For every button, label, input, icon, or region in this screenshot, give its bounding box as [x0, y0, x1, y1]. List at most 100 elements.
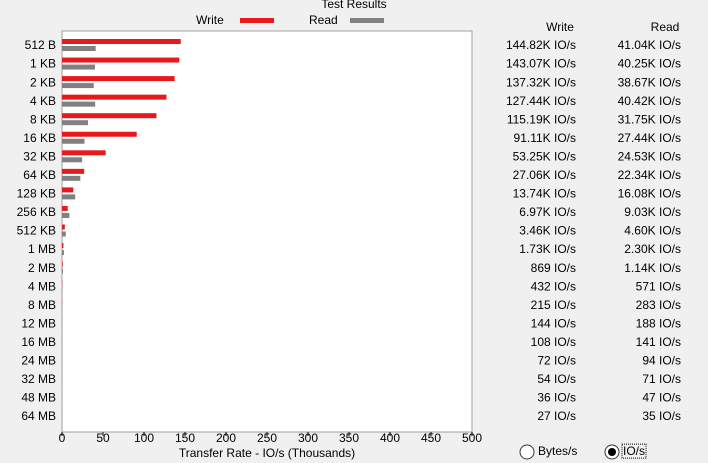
- value-label: 2.30K IO/s: [624, 242, 681, 256]
- legend-swatch: [350, 18, 384, 23]
- x-tick-label: 450: [421, 431, 441, 445]
- chart-title: Test Results: [321, 0, 386, 11]
- bar: [62, 168, 85, 174]
- value-label: 72 IO/s: [537, 354, 576, 368]
- bar: [62, 113, 157, 119]
- value-label: 27.06K IO/s: [513, 168, 576, 182]
- value-label: 27 IO/s: [537, 409, 576, 423]
- value-label: 1.73K IO/s: [519, 242, 576, 256]
- bar: [62, 175, 81, 181]
- value-label: 571 IO/s: [636, 279, 681, 293]
- value-label: 215 IO/s: [531, 298, 576, 312]
- value-label: 36 IO/s: [537, 391, 576, 405]
- y-tick-label: 4 KB: [30, 94, 56, 108]
- y-tick-label: 512 B: [25, 38, 56, 52]
- y-tick-label: 256 KB: [17, 205, 56, 219]
- bar: [62, 261, 63, 267]
- value-label: 188 IO/s: [636, 316, 681, 330]
- bar: [62, 205, 68, 211]
- y-tick-label: 64 KB: [23, 168, 56, 182]
- value-label: 22.34K IO/s: [618, 168, 681, 182]
- value-label: 143.07K IO/s: [506, 57, 576, 71]
- y-tick-label: 1 KB: [30, 57, 56, 71]
- bar: [62, 101, 96, 107]
- y-tick-label: 8 MB: [28, 298, 56, 312]
- y-tick-label: 2 KB: [30, 75, 56, 89]
- bar: [62, 243, 64, 249]
- bar: [62, 94, 167, 100]
- x-tick-label: 350: [339, 431, 359, 445]
- value-label: 53.25K IO/s: [513, 149, 576, 163]
- legend-swatch: [240, 18, 274, 23]
- y-tick-label: 12 MB: [21, 316, 56, 330]
- x-axis-label: Transfer Rate - IO/s (Thousands): [179, 446, 355, 460]
- y-tick-label: 128 KB: [17, 187, 56, 201]
- bar: [62, 131, 137, 137]
- value-label: 115.19K IO/s: [507, 112, 576, 126]
- bar: [62, 76, 175, 82]
- x-tick-label: 0: [59, 431, 66, 445]
- bar: [62, 57, 180, 63]
- legend-label: Write: [196, 13, 224, 27]
- bar: [62, 83, 94, 89]
- y-tick-label: 1 MB: [28, 242, 56, 256]
- value-label: 31.75K IO/s: [618, 112, 681, 126]
- value-label: 71 IO/s: [642, 372, 681, 386]
- value-label: 432 IO/s: [531, 279, 576, 293]
- value-label: 137.32K IO/s: [506, 75, 576, 89]
- x-tick-label: 300: [298, 431, 318, 445]
- value-label: 40.25K IO/s: [618, 57, 681, 71]
- bar: [62, 150, 106, 156]
- y-tick-label: 24 MB: [21, 354, 56, 368]
- value-label: 4.60K IO/s: [624, 224, 681, 238]
- y-tick-label: 512 KB: [17, 224, 56, 238]
- y-tick-label: 32 KB: [23, 149, 56, 163]
- radio-dot: [608, 448, 616, 456]
- value-label: 41.04K IO/s: [618, 38, 681, 52]
- y-tick-label: 16 MB: [21, 335, 56, 349]
- value-label: 27.44K IO/s: [618, 131, 681, 145]
- y-tick-label: 2 MB: [28, 261, 56, 275]
- radio-label[interactable]: Bytes/s: [538, 444, 577, 458]
- value-label: 94 IO/s: [642, 354, 681, 368]
- value-label: 144 IO/s: [531, 316, 576, 330]
- legend-label: Read: [309, 13, 338, 27]
- value-label: 16.08K IO/s: [618, 187, 681, 201]
- x-tick-label: 250: [257, 431, 277, 445]
- column-header: Write: [546, 20, 574, 34]
- value-label: 127.44K IO/s: [506, 94, 576, 108]
- x-tick-label: 500: [462, 431, 482, 445]
- value-label: 283 IO/s: [636, 298, 681, 312]
- radio-button[interactable]: [519, 444, 535, 460]
- x-tick-label: 400: [380, 431, 400, 445]
- x-tick-label: 50: [96, 431, 110, 445]
- bar: [62, 212, 70, 218]
- x-tick-label: 100: [134, 431, 154, 445]
- plot-area: [61, 30, 473, 433]
- bar: [62, 224, 65, 230]
- bar: [62, 120, 89, 126]
- bar: [62, 39, 181, 44]
- y-tick-label: 48 MB: [21, 391, 56, 405]
- y-tick-label: 8 KB: [30, 112, 56, 126]
- radio-label[interactable]: IO/s: [623, 444, 645, 458]
- focus-outline: [621, 443, 647, 459]
- value-label: 869 IO/s: [531, 261, 576, 275]
- bar: [62, 64, 96, 70]
- y-tick-label: 4 MB: [28, 279, 56, 293]
- value-label: 3.46K IO/s: [519, 224, 576, 238]
- bar: [62, 46, 96, 51]
- value-label: 91.11K IO/s: [514, 131, 576, 145]
- value-label: 108 IO/s: [531, 335, 576, 349]
- bar: [62, 194, 76, 200]
- x-tick-label: 200: [216, 431, 236, 445]
- bar: [62, 138, 85, 144]
- value-label: 38.67K IO/s: [618, 75, 681, 89]
- bar: [62, 268, 63, 274]
- bar: [62, 157, 83, 163]
- value-label: 141 IO/s: [636, 335, 681, 349]
- bar: [62, 231, 66, 237]
- value-label: 40.42K IO/s: [618, 94, 681, 108]
- y-tick-label: 16 KB: [23, 131, 56, 145]
- x-tick-label: 150: [175, 431, 195, 445]
